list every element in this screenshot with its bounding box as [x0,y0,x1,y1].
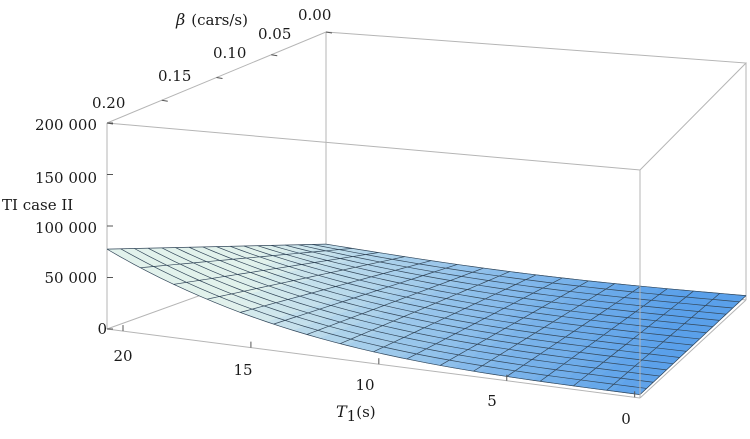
beta-axis-label: β (cars/s) [175,10,248,29]
mesh-line-beta [230,245,700,340]
mesh-line-t1 [473,283,615,372]
z-tick-100000: 100 000 [35,219,97,237]
mesh-line-t1 [639,295,747,395]
beta-tick-mark [325,31,333,34]
t1-tick-15: 15 [233,361,252,379]
beta-tick-1: 0.05 [258,25,291,43]
beta-tick-2: 0.10 [213,44,246,62]
z-tick-200000: 200 000 [35,116,97,134]
mesh-line-t1 [506,285,642,377]
z-tick-150000: 150 000 [35,169,97,187]
t1-tick-labels: 20 15 10 5 0 [113,347,630,428]
beta-tick-3: 0.15 [158,67,191,85]
beta-tick-mark [216,77,223,79]
mesh-line-beta [298,244,733,309]
beta-tick-mark [106,122,114,125]
mesh-line-beta [216,246,694,346]
mesh-line-beta [325,243,747,296]
beta-tick-4: 0.20 [92,94,125,112]
mesh-line-t1 [539,288,668,382]
beta-unit: (cars/s) [191,11,248,29]
box-back-top [106,31,748,171]
t1-tick-5: 5 [487,392,497,410]
mesh-line-t1 [406,277,563,360]
mesh-line-beta [271,245,720,321]
mesh-line-t1 [439,280,589,366]
t1-axis-label: T1(s) [336,402,376,425]
t1-unit: (s) [356,403,375,421]
z-axis-label: TI case II [2,196,73,214]
mesh-line-beta [312,244,740,303]
box-top-front-left [106,122,641,171]
t1-tick-20: 20 [113,347,132,365]
bounding-box-front [106,170,747,399]
beta-tick-labels: 0.00 0.05 0.10 0.15 0.20 [92,6,331,112]
box-front-bottom-left [106,328,641,399]
mesh-line-t1 [573,290,694,387]
beta-symbol: β [175,10,185,29]
mesh-line-beta [257,245,713,327]
beta-tick-mark [271,54,278,57]
mesh-line-t1 [606,293,720,391]
t1-tick-10: 10 [355,376,374,394]
surface [105,243,747,395]
tick-marks [106,31,636,398]
box-front-bottom-right [639,299,747,399]
t1-symbol: T [336,402,348,421]
mesh-line-beta [284,244,727,315]
t1-subscript: 1 [347,407,357,425]
z-tick-50000: 50 000 [45,269,98,287]
z-tick-0: 0 [97,320,107,338]
beta-tick-mark [161,99,168,102]
z-tick-labels: 200 000 150 000 100 000 50 000 0 [35,116,107,338]
mesh-line-beta [243,245,707,334]
t1-tick-0: 0 [621,410,631,428]
beta-tick-0: 0.00 [298,6,331,24]
